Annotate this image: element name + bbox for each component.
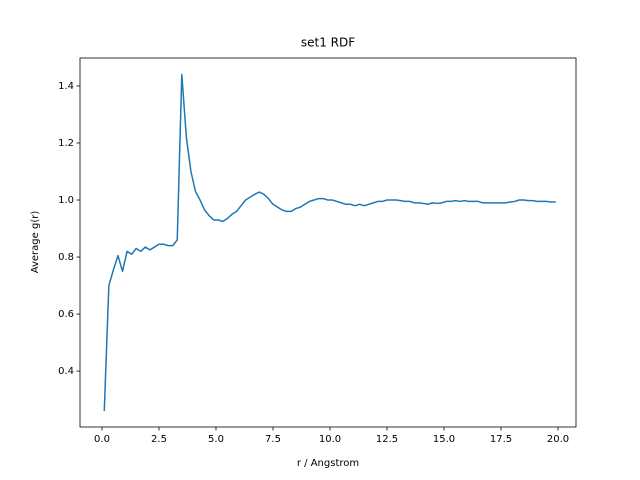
x-axis-label: r / Angstrom <box>297 458 359 469</box>
y-tick-label: 1.2 <box>58 138 74 149</box>
y-tick-label: 0.4 <box>58 366 74 377</box>
y-tick-label: 1.4 <box>58 81 74 92</box>
data-line <box>103 73 556 412</box>
x-tick-label: 5.0 <box>208 434 224 445</box>
y-axis-label: Average g(r) <box>30 211 41 274</box>
x-tick-label: 7.5 <box>265 434 281 445</box>
x-tick-label: 12.5 <box>376 434 398 445</box>
x-tick-label: 0.0 <box>94 434 110 445</box>
x-tick-label: 15.0 <box>433 434 455 445</box>
chart-title: set1 RDF <box>301 36 355 50</box>
plot-frame <box>79 57 577 428</box>
y-tick-label: 1.0 <box>58 195 74 206</box>
x-tick-label: 17.5 <box>490 434 512 445</box>
x-tick-label: 20.0 <box>547 434 569 445</box>
y-tick-label: 0.8 <box>58 252 74 263</box>
x-tick-label: 10.0 <box>319 434 341 445</box>
x-tick-label: 2.5 <box>151 434 167 445</box>
y-tick-label: 0.6 <box>58 309 74 320</box>
